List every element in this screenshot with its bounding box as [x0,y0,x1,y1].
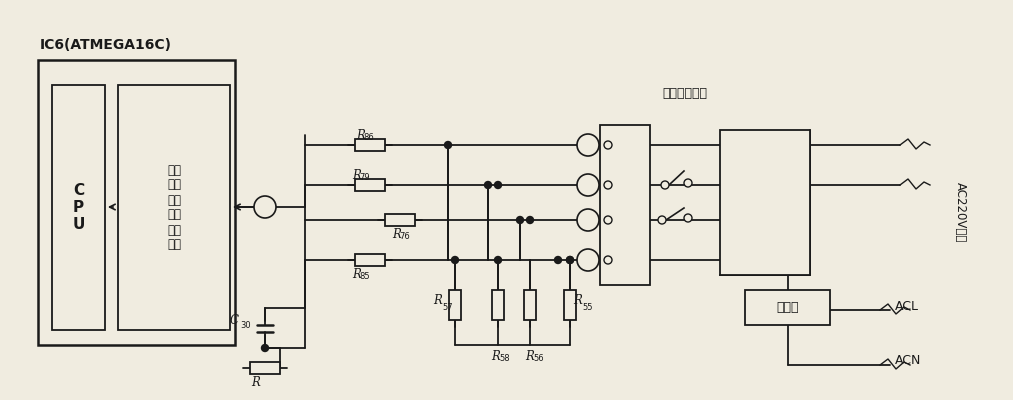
Circle shape [604,181,612,189]
Text: 79: 79 [359,173,370,182]
Bar [355,254,385,266]
Bar [564,290,576,320]
Text: R: R [352,268,361,281]
Bar [745,290,830,325]
Bar [600,125,650,285]
Text: 1: 1 [585,140,591,150]
Bar [38,60,235,345]
Text: 4: 4 [585,255,591,265]
Bar [720,130,810,275]
Bar [52,85,105,330]
Circle shape [577,209,599,231]
Text: ACN: ACN [895,354,922,368]
Text: 程序选择开关: 程序选择开关 [663,87,707,100]
Bar [385,214,415,226]
Text: AC220V输入: AC220V输入 [953,182,966,242]
Text: C
P
U: C P U [72,182,85,232]
Circle shape [604,256,612,264]
Circle shape [452,256,459,264]
Circle shape [527,216,534,224]
Text: 滤波器: 滤波器 [776,301,798,314]
Circle shape [566,256,573,264]
Text: R: R [356,129,365,142]
Bar [492,290,504,320]
Text: R: R [433,294,442,306]
Circle shape [684,214,692,222]
Text: 85: 85 [359,272,370,281]
Bar [250,362,280,374]
Text: 程控
指令
控制
信号
处理
电路: 程控 指令 控制 信号 处理 电路 [167,164,181,252]
Bar [355,179,385,191]
Circle shape [604,216,612,224]
Text: R: R [573,294,581,306]
Bar [118,85,230,330]
Text: R: R [491,350,499,363]
Circle shape [517,216,524,224]
Text: 76: 76 [399,232,409,241]
Text: 56: 56 [533,354,544,363]
Bar [449,290,461,320]
Circle shape [658,216,666,224]
Text: 2: 2 [585,180,592,190]
Text: 3: 3 [585,215,591,225]
Circle shape [554,256,561,264]
Text: R: R [392,228,401,241]
Text: R: R [251,376,260,389]
Circle shape [484,182,491,188]
Circle shape [684,179,692,187]
Text: 55: 55 [582,302,593,312]
Circle shape [604,141,612,149]
Text: R: R [525,350,534,363]
Circle shape [661,181,669,189]
Bar [355,139,385,151]
Circle shape [445,142,452,148]
Circle shape [566,256,573,264]
Circle shape [577,249,599,271]
Text: 30: 30 [240,322,250,330]
Text: R: R [352,169,361,182]
Text: 57: 57 [442,302,453,312]
Circle shape [254,196,276,218]
Circle shape [577,174,599,196]
Bar [524,290,536,320]
Text: 86: 86 [363,133,374,142]
Circle shape [494,256,501,264]
Text: 58: 58 [499,354,510,363]
Text: ACL: ACL [895,300,919,312]
Circle shape [261,344,268,352]
Text: C: C [230,314,239,326]
Text: IC6(ATMEGA16C): IC6(ATMEGA16C) [40,38,172,52]
Text: 30: 30 [259,202,271,212]
Circle shape [577,134,599,156]
Circle shape [494,182,501,188]
